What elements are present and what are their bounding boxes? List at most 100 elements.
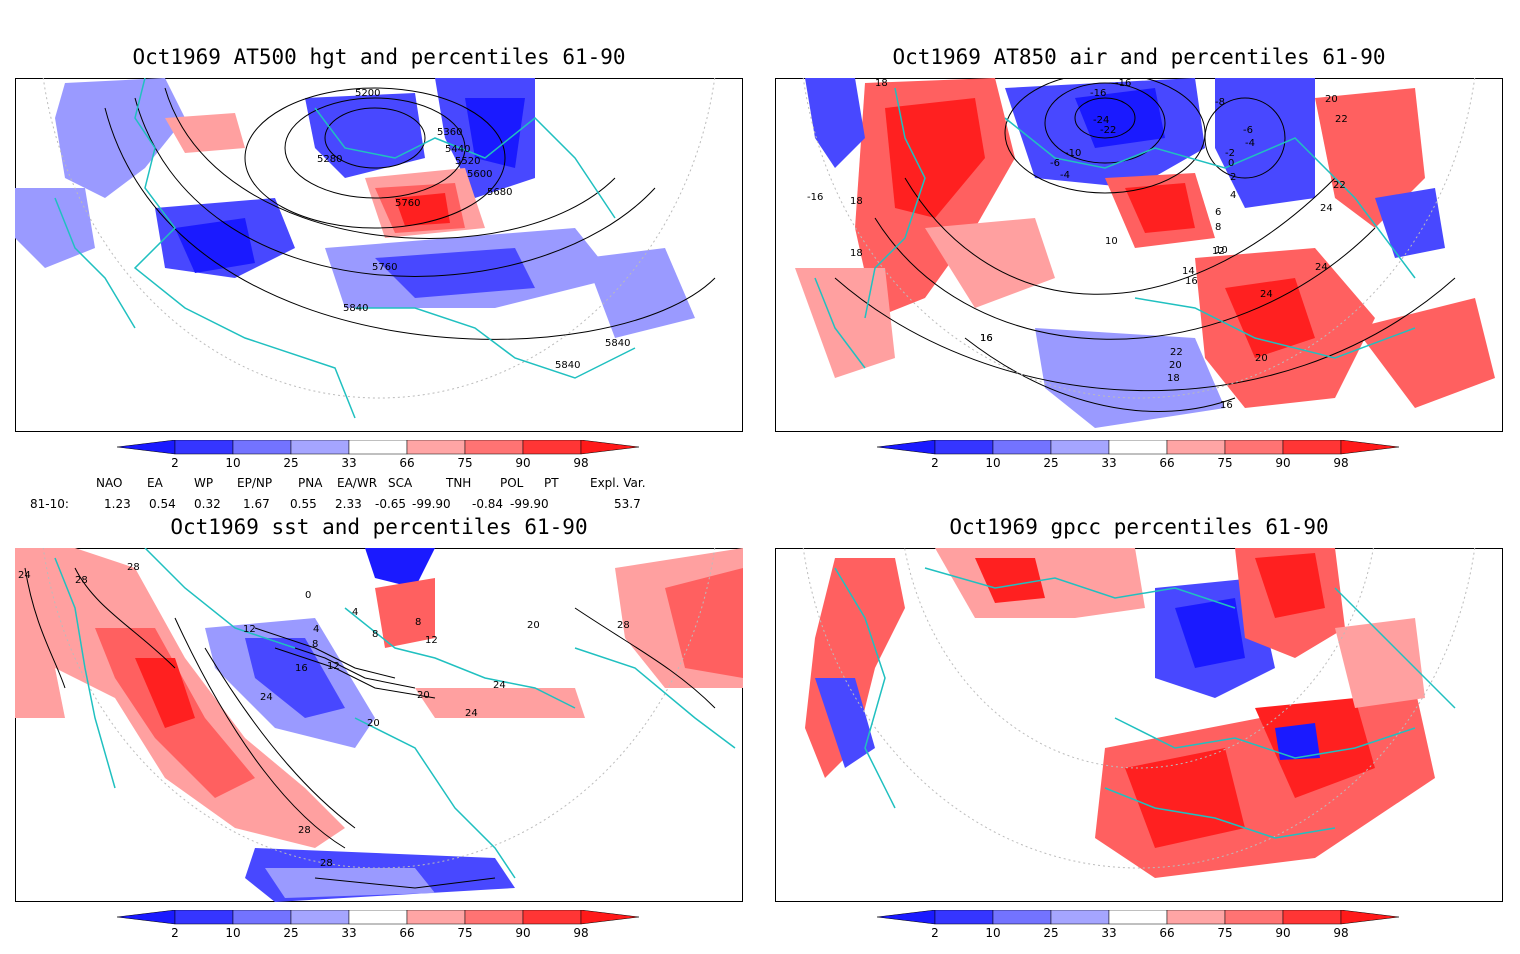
colorbar-tick-label: 33 xyxy=(341,456,356,470)
colorbar-arrow-left xyxy=(876,439,936,455)
contour-label: 16 xyxy=(1220,400,1233,411)
colorbar-arrow-right xyxy=(1340,909,1400,925)
contour-label: -6 xyxy=(1243,125,1253,136)
contour-label: 8 xyxy=(372,629,378,640)
index-name: EA xyxy=(147,476,163,490)
contour-label: 5600 xyxy=(467,169,492,180)
colorbar-arrow-left xyxy=(116,439,176,455)
colorbar-segment xyxy=(934,439,994,455)
contour-lines xyxy=(834,78,1456,412)
colorbar-segment xyxy=(406,909,466,925)
colorbar-tick-label: 75 xyxy=(457,456,472,470)
colorbar-tick-label: 2 xyxy=(171,926,179,940)
index-value: 1.23 xyxy=(104,497,131,511)
colorbar-tick-label: 33 xyxy=(341,926,356,940)
colorbar-tick-label: 10 xyxy=(985,926,1000,940)
index-name: EA/WR xyxy=(337,476,378,490)
colorbar-tick-label: 2 xyxy=(931,926,939,940)
colorbar-tick-label: 33 xyxy=(1101,456,1116,470)
contour-label: 20 xyxy=(367,718,380,729)
contour-label: 14 xyxy=(1182,266,1195,277)
contour-label: -4 xyxy=(1060,170,1070,181)
contour-label: 12 xyxy=(327,661,340,672)
colorbar-segment xyxy=(522,909,582,925)
colorbar-arrow-right xyxy=(580,439,640,455)
colorbar-segment xyxy=(290,909,350,925)
colorbar-segment xyxy=(232,439,292,455)
colorbar-arrow-right xyxy=(580,909,640,925)
index-value: -0.65 xyxy=(375,497,407,511)
index-value: 53.7 xyxy=(614,497,641,511)
colorbar-segment xyxy=(174,909,234,925)
contour-label: 20 xyxy=(1169,360,1182,371)
colorbar-tick-label: 90 xyxy=(1275,926,1290,940)
colorbar-tick-label: 25 xyxy=(283,456,298,470)
colorbar-tick-label: 25 xyxy=(1043,456,1058,470)
contour-label: -22 xyxy=(1100,125,1116,136)
index-value: -99.90 xyxy=(510,497,549,511)
colorbar-arrow-left xyxy=(876,909,936,925)
colorbar-tick-label: 98 xyxy=(573,926,588,940)
colorbar-segment xyxy=(992,439,1052,455)
contour-label: -6 xyxy=(1050,158,1060,169)
index-name: PNA xyxy=(298,476,323,490)
contour-label: 5680 xyxy=(487,187,512,198)
colorbar-arrow-right xyxy=(1340,439,1400,455)
colorbar-segment xyxy=(348,439,408,455)
colorbar-gpcc: 2 10 25 33 66 75 90 98 xyxy=(876,909,1403,950)
coastlines xyxy=(54,78,636,419)
contour-label: 20 xyxy=(1255,353,1268,364)
contour-label: 28 xyxy=(127,562,140,573)
contour-label-group: 24 28 28 12 16 8 4 0 4 8 12 24 20 20 24 … xyxy=(18,562,630,869)
colorbar-tick-label: 10 xyxy=(985,456,1000,470)
anomaly-shading xyxy=(805,548,1435,878)
colorbar-tick-label: 66 xyxy=(1159,456,1174,470)
grid-circles xyxy=(42,78,716,399)
contour-label: -2 xyxy=(1225,148,1235,159)
colorbar-tick-label: 98 xyxy=(1333,456,1348,470)
index-row-label: 81-10: xyxy=(30,497,69,511)
contour-label: 20 xyxy=(417,690,430,701)
contour-label: 5840 xyxy=(605,338,630,349)
index-value: 0.55 xyxy=(290,497,317,511)
colorbar-segment xyxy=(464,439,524,455)
colorbar-tick-label: 75 xyxy=(1217,456,1232,470)
colorbar-segment xyxy=(174,439,234,455)
contour-label: 28 xyxy=(617,620,630,631)
contour-label: 5360 xyxy=(437,127,462,138)
colorbar-tick-label: 33 xyxy=(1101,926,1116,940)
colorbar-segment xyxy=(934,909,994,925)
grid-circles xyxy=(802,548,1476,869)
colorbar-arrow-left xyxy=(116,909,176,925)
colorbar-segment xyxy=(1166,439,1226,455)
index-value: 0.54 xyxy=(149,497,176,511)
contour-label: 28 xyxy=(75,575,88,586)
colorbar-tick-label: 66 xyxy=(399,926,414,940)
index-value: 1.67 xyxy=(243,497,270,511)
contour-label: 5840 xyxy=(343,303,368,314)
colorbar-tick-label: 10 xyxy=(225,926,240,940)
coastlines xyxy=(834,567,1456,839)
colorbar-tick-label: 2 xyxy=(171,456,179,470)
index-name: POL xyxy=(500,476,524,490)
contour-label: 28 xyxy=(320,858,333,869)
contour-label: 16 xyxy=(980,333,993,344)
contour-label: -24 xyxy=(1093,115,1109,126)
contour-label: 24 xyxy=(465,708,478,719)
contour-label-group: 18 -16 -16 -8 -24 -22 -10 -6 -4 -2 0 2 -… xyxy=(807,78,1348,411)
contour-label: 18 xyxy=(1167,373,1180,384)
contour-label: 8 xyxy=(312,639,318,650)
contour-label: 6 xyxy=(1215,207,1221,218)
index-name: Expl. Var. xyxy=(590,476,646,490)
contour-label: 12 xyxy=(425,635,438,646)
contour-label: 22 xyxy=(1333,180,1346,191)
contour-label: 4 xyxy=(1230,190,1236,201)
colorbar-hgt500: 2 10 25 33 66 75 90 98 xyxy=(116,439,643,480)
colorbar-segment xyxy=(992,909,1052,925)
contour-label: 5280 xyxy=(317,154,342,165)
panel-title-gpcc: Oct1969 gpcc percentiles 61-90 xyxy=(949,515,1329,539)
indices-value-row: 81-10: 1.23 0.54 0.32 1.67 0.55 2.33 -0.… xyxy=(0,497,760,513)
colorbar-svg: 2 10 25 33 66 75 90 98 xyxy=(876,439,1400,470)
panel-title-air850: Oct1969 AT850 air and percentiles 61-90 xyxy=(892,45,1386,69)
index-name: EP/NP xyxy=(237,476,273,490)
